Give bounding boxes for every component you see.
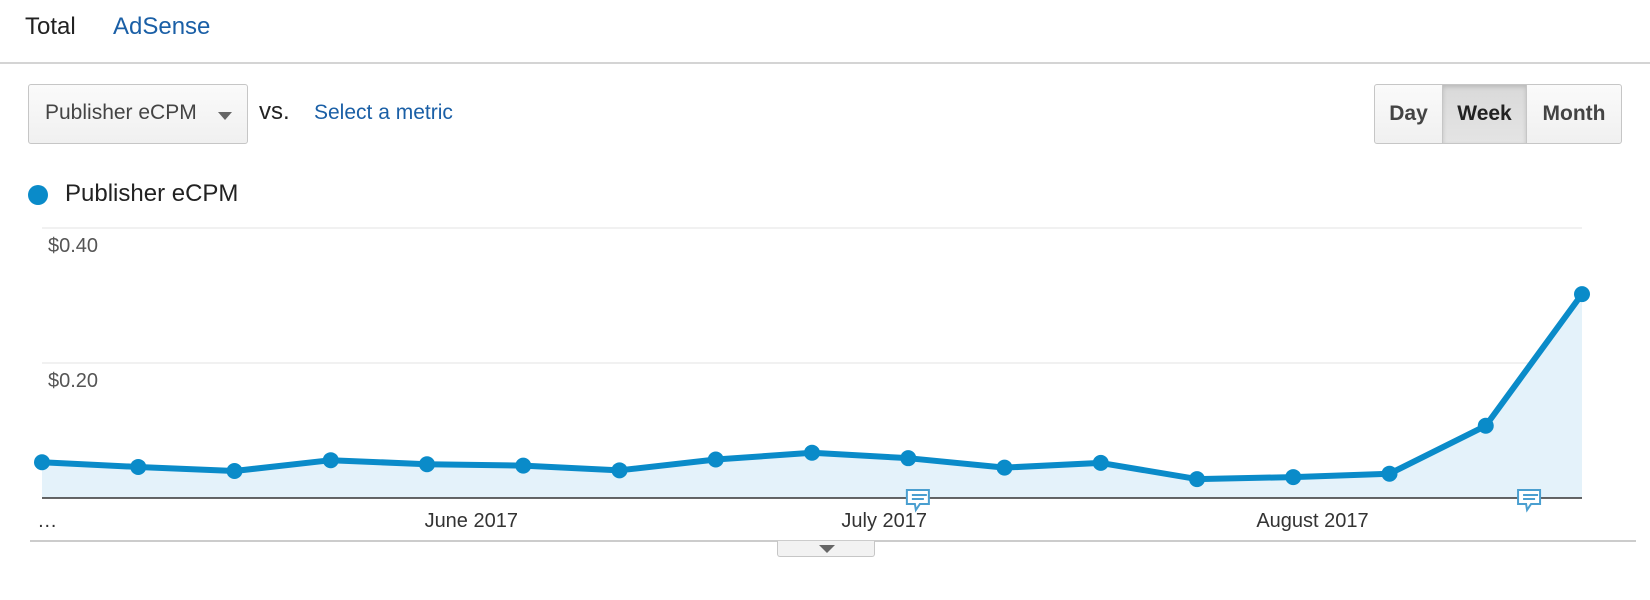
data-point: [515, 457, 532, 474]
data-point: [226, 463, 243, 479]
tab-adsense[interactable]: AdSense: [113, 13, 211, 40]
x-tick-label: June 2017: [425, 510, 518, 532]
speech-bubble-icon[interactable]: [905, 489, 930, 513]
data-point: [1477, 417, 1494, 434]
chevron-down-icon: [218, 112, 232, 120]
x-tick-label: July 2017: [841, 510, 927, 532]
vs-label: vs.: [259, 98, 290, 125]
tab-total[interactable]: Total: [25, 13, 76, 40]
select-metric-link[interactable]: Select a metric: [314, 101, 453, 124]
data-point: [419, 456, 435, 473]
y-tick-label: $0.40: [48, 235, 98, 257]
metric-dropdown[interactable]: Publisher eCPM: [28, 84, 248, 144]
data-point: [996, 459, 1013, 476]
data-point: [804, 444, 820, 461]
caret-down-icon: [819, 545, 835, 553]
y-tick-label: $0.20: [48, 370, 98, 392]
data-point: [1381, 465, 1398, 482]
data-point: [1285, 469, 1302, 486]
x-tick-label: August 2017: [1256, 510, 1368, 532]
month-button[interactable]: Month: [1542, 102, 1606, 125]
data-point: [322, 452, 339, 469]
data-point: [130, 458, 147, 475]
line-chart: $0.40 $0.20 … June 2017 July 2017 August 2017: [30, 227, 1636, 542]
data-point: [707, 451, 724, 468]
legend-dot: [28, 185, 48, 205]
day-button[interactable]: Day: [1375, 85, 1443, 143]
metric-dropdown-label: Publisher eCPM: [45, 101, 197, 124]
legend-label: Publisher eCPM: [65, 180, 239, 207]
data-point: [34, 454, 50, 471]
data-point: [1574, 286, 1590, 303]
speech-bubble-icon[interactable]: [1517, 489, 1542, 513]
data-point: [1189, 471, 1205, 488]
expand-chart-button[interactable]: [777, 541, 875, 557]
x-tick-label: …: [37, 510, 57, 532]
data-point: [1092, 454, 1109, 471]
data-point: [900, 450, 917, 467]
data-point: [611, 462, 628, 479]
period-toggle: Day Week Month: [1374, 84, 1622, 144]
week-button[interactable]: Week: [1443, 85, 1527, 143]
report-tabs: Total AdSense: [0, 0, 1650, 64]
